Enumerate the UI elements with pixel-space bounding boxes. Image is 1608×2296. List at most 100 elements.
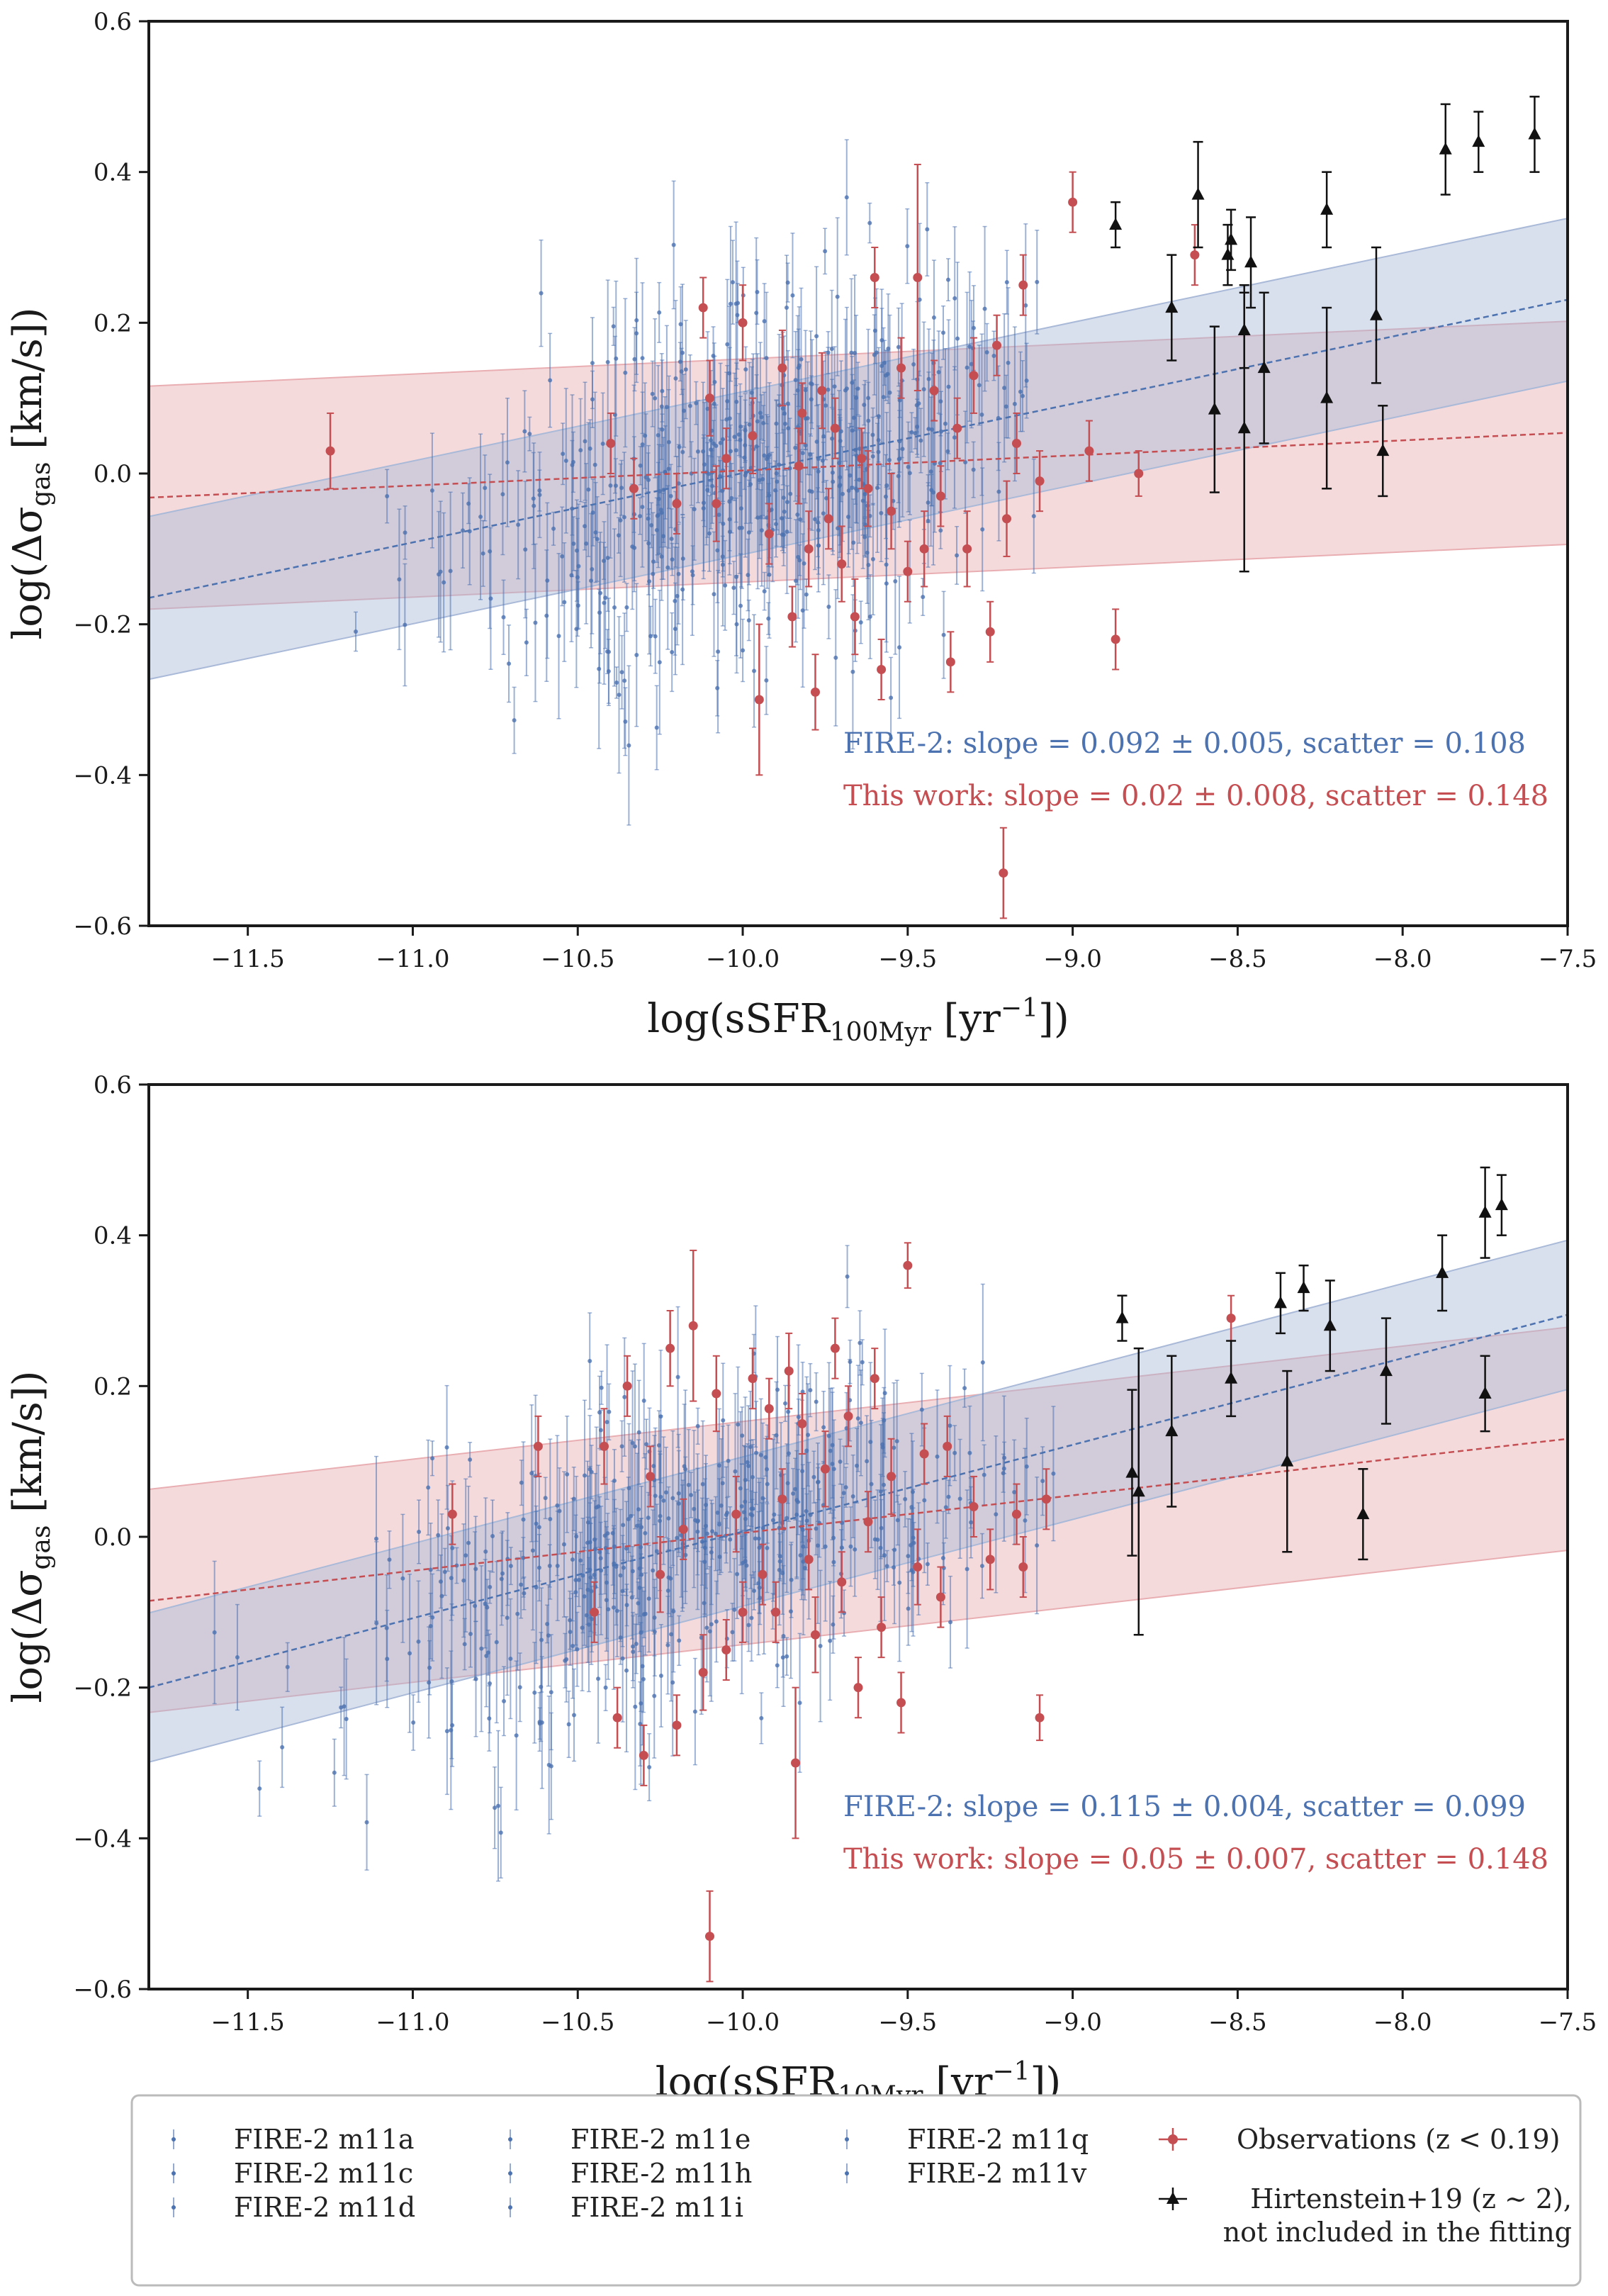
fire-2-marker [676,571,681,576]
fire-2-point [845,1245,850,1309]
fire-2-marker [884,581,889,586]
observation-marker [945,657,955,667]
fire-2-point [777,1541,782,1581]
fire-2-marker [574,1534,579,1539]
observation-marker [712,499,721,509]
fire-2-marker [945,277,950,282]
fire-2-marker [948,1423,952,1428]
fire-2-point [915,398,920,455]
fire-2-marker [870,454,875,459]
observation-marker [985,627,995,637]
fire-2-marker [622,515,626,520]
top-panel: −11.5 −11.0 −10.5 −10.0 −9.5 −9.0 −8.5 −8.0 −7.5… [5,8,1597,1047]
fire-2-marker [618,517,623,522]
fire-2-point [683,320,688,420]
fire-2-point [514,1660,519,1811]
fire-2-point [663,1446,668,1538]
fire-2-point [462,1618,467,1671]
fire-2-marker [943,421,948,426]
fire-2-marker [517,1685,522,1690]
fire-2-point [639,1518,644,1632]
fire-2-point [690,545,695,605]
fire-2-marker [587,446,592,451]
fire-2-point [426,1439,431,1536]
fire-2-marker [660,427,665,432]
fire-2-marker [617,693,622,698]
fire-2-marker [969,1520,974,1525]
fire-2-marker [624,1668,629,1673]
fire-2-point [919,1372,924,1447]
fire-2-point [592,391,597,539]
fire-2-marker [445,1526,450,1531]
fire-2-point [212,1560,217,1705]
fire-2-point [499,1532,504,1626]
hirtenstein-point [1320,171,1334,249]
fire-2-point [826,574,831,639]
fire-2-point [728,1506,733,1573]
fire-2-marker [909,1542,913,1547]
fire-2-point [828,1581,833,1701]
fire-2-marker [826,350,831,355]
fire-2-marker [574,548,579,553]
fire-2-point [561,1471,566,1618]
fire-2-marker [746,530,751,535]
fire-2-marker [952,296,957,301]
fire-2-marker [716,649,721,654]
fire-2-marker [754,1450,759,1455]
observation-marker [929,386,939,396]
fire-2-marker [547,1564,552,1569]
x-tick-label: −7.5 [1539,945,1597,973]
fire-2-marker [700,1482,705,1486]
observation-point [629,457,639,520]
fire-2-marker [979,413,984,418]
fire-2-point [666,388,671,549]
fire-2-marker [619,486,624,491]
fire-2-marker [712,379,717,384]
fire-2-point [1035,230,1040,335]
fire-2-marker [896,474,901,478]
fire-2-marker [816,543,821,548]
hirtenstein-point [1208,325,1221,493]
fire-2-point [723,539,728,631]
fire-2-marker [804,592,809,597]
fire-2-marker [646,1516,651,1521]
fire-2-point [823,228,828,275]
fire-2-marker [967,344,972,349]
fire-2-marker [596,1676,601,1681]
fire-2-marker [737,525,742,530]
fire-2-marker [548,378,553,383]
fire-2-marker [571,1496,576,1501]
fire-2-point [799,287,804,432]
fire-2-marker [344,1717,349,1722]
observation-marker [672,499,682,509]
fire-2-marker [571,1713,576,1718]
fire-2-marker [468,1631,473,1636]
fire-2-point [612,528,617,687]
fire-2-marker [619,1444,624,1449]
fire-2-point [647,1732,652,1802]
fire-2-point [444,1384,449,1510]
fire-2-marker [766,616,771,621]
observation-marker [857,454,867,464]
observation-marker [870,273,879,283]
fire-2-marker [605,649,610,654]
fire-2-marker [1035,279,1040,284]
fire-2-point [867,574,872,659]
fire-fit-line [149,298,1568,599]
observation-point [1134,450,1144,497]
fire-2-marker [442,580,446,585]
fire-2-marker [850,428,855,433]
fire-2-marker [680,449,685,454]
fire-2-marker [565,1472,570,1477]
fire-2-marker [695,1423,700,1428]
fire-2-marker [1003,404,1008,409]
fire-2-point [507,625,512,703]
fire-2-point [647,508,652,655]
fire-2-marker [996,489,1001,494]
fire-2-marker [677,1638,682,1643]
fire-2-point [735,260,740,370]
fire-2-marker [821,1425,826,1430]
fire-2-marker [600,441,605,446]
fire-2-marker [646,1596,651,1601]
fire-2-marker [444,1445,449,1450]
